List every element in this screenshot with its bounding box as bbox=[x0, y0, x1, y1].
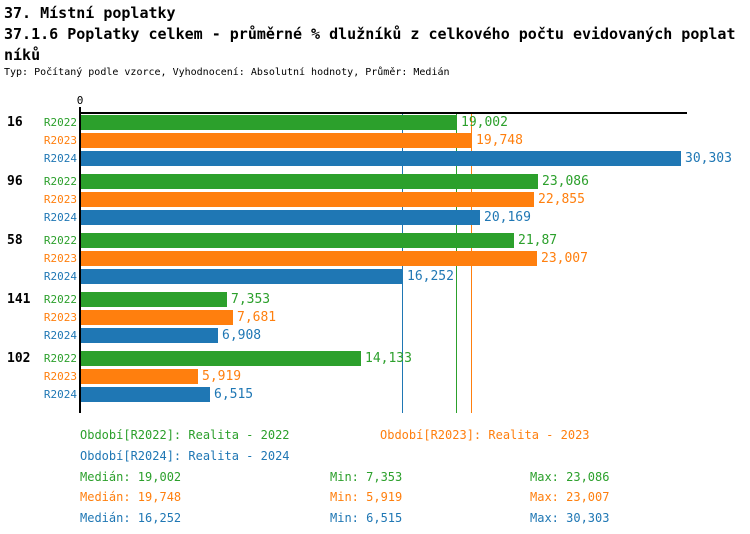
series-row-label-R2023: R2023 bbox=[43, 134, 77, 147]
bar-value-label-R2024-96: 20,169 bbox=[484, 210, 531, 225]
bar-R2022-group-141 bbox=[81, 292, 227, 307]
stat-min-r2023: Min: 5,919 bbox=[330, 490, 403, 504]
bar-R2023-group-141 bbox=[81, 310, 233, 325]
series-row-label-R2022: R2022 bbox=[43, 234, 77, 247]
stat-min-r2022: Min: 7,353 bbox=[330, 470, 403, 484]
bar-R2024-group-58 bbox=[81, 269, 403, 284]
bar-value-label-R2022-141: 7,353 bbox=[231, 292, 271, 307]
series-row-label-R2022: R2022 bbox=[43, 352, 77, 365]
bar-value-label-R2023-96: 22,855 bbox=[538, 192, 585, 207]
bar-R2023-group-96 bbox=[81, 192, 534, 207]
series-row-label-R2024: R2024 bbox=[43, 270, 77, 283]
bar-value-label-R2022-102: 14,133 bbox=[365, 351, 412, 366]
stat-median-r2024: Medián: 16,252 bbox=[80, 511, 182, 525]
bar-R2024-group-102 bbox=[81, 387, 210, 402]
stat-median-r2022: Medián: 19,002 bbox=[80, 470, 182, 484]
series-row-label-R2024: R2024 bbox=[43, 388, 77, 401]
series-row-label-R2022: R2022 bbox=[43, 116, 77, 129]
bar-R2022-group-58 bbox=[81, 233, 514, 248]
series-row-label-R2022: R2022 bbox=[43, 293, 77, 306]
bar-value-label-R2023-16: 19,748 bbox=[476, 133, 523, 148]
series-row-label-R2023: R2023 bbox=[43, 252, 77, 265]
group-label-58: 58 bbox=[7, 233, 23, 248]
stat-min-r2024: Min: 6,515 bbox=[330, 511, 403, 525]
stat-max-r2022: Max: 23,086 bbox=[530, 470, 610, 484]
series-row-label-R2022: R2022 bbox=[43, 175, 77, 188]
series-row-label-R2024: R2024 bbox=[43, 152, 77, 165]
x-axis-tick-zero: 0 bbox=[76, 94, 84, 107]
bar-R2024-group-141 bbox=[81, 328, 218, 343]
bar-R2024-group-96 bbox=[81, 210, 480, 225]
bar-R2022-group-96 bbox=[81, 174, 538, 189]
bar-value-label-R2022-58: 21,87 bbox=[518, 233, 558, 248]
legend-item-r2023: Období[R2023]: Realita - 2023 bbox=[380, 428, 590, 442]
series-row-label-R2024: R2024 bbox=[43, 329, 77, 342]
bar-R2023-group-102 bbox=[81, 369, 198, 384]
bar-R2022-group-16 bbox=[81, 115, 457, 130]
bar-R2024-group-16 bbox=[81, 151, 681, 166]
group-label-102: 102 bbox=[7, 351, 31, 366]
legend-item-r2024: Období[R2024]: Realita - 2024 bbox=[80, 449, 290, 463]
stat-median-r2023: Medián: 19,748 bbox=[80, 490, 182, 504]
bar-value-label-R2024-58: 16,252 bbox=[407, 269, 454, 284]
series-row-label-R2023: R2023 bbox=[43, 193, 77, 206]
bar-value-label-R2023-58: 23,007 bbox=[541, 251, 588, 266]
x-axis-line bbox=[79, 112, 687, 114]
group-label-96: 96 bbox=[7, 174, 23, 189]
legend-item-r2022: Období[R2022]: Realita - 2022 bbox=[80, 428, 290, 442]
bar-value-label-R2022-16: 19,002 bbox=[461, 115, 508, 130]
series-row-label-R2023: R2023 bbox=[43, 311, 77, 324]
group-label-16: 16 bbox=[7, 115, 23, 130]
bar-R2023-group-16 bbox=[81, 133, 472, 148]
bar-value-label-R2024-141: 6,908 bbox=[222, 328, 262, 343]
series-row-label-R2023: R2023 bbox=[43, 370, 77, 383]
bar-chart-plot: 0 16 R2022 19,002 R2023 19,748 R2024 30,303 96 R2… bbox=[0, 88, 750, 418]
bar-value-label-R2024-16: 30,303 bbox=[685, 151, 732, 166]
bar-R2022-group-102 bbox=[81, 351, 361, 366]
page-subtitle-line1: 37.1.6 Poplatky celkem - průměrné % dluž… bbox=[4, 25, 736, 43]
bar-value-label-R2024-102: 6,515 bbox=[214, 387, 254, 402]
bar-R2023-group-58 bbox=[81, 251, 537, 266]
stat-max-r2024: Max: 30,303 bbox=[530, 511, 610, 525]
group-label-141: 141 bbox=[7, 292, 31, 307]
stat-max-r2023: Max: 23,007 bbox=[530, 490, 610, 504]
bar-value-label-R2022-96: 23,086 bbox=[542, 174, 589, 189]
chart-meta: Typ: Počítaný podle vzorce, Vyhodnocení:… bbox=[4, 67, 450, 78]
bar-value-label-R2023-141: 7,681 bbox=[237, 310, 277, 325]
page-subtitle-line2: níků bbox=[4, 46, 41, 64]
y-axis-line bbox=[79, 107, 81, 413]
series-row-label-R2024: R2024 bbox=[43, 211, 77, 224]
bar-value-label-R2023-102: 5,919 bbox=[202, 369, 242, 384]
page-title: 37. Místní poplatky bbox=[4, 4, 176, 22]
